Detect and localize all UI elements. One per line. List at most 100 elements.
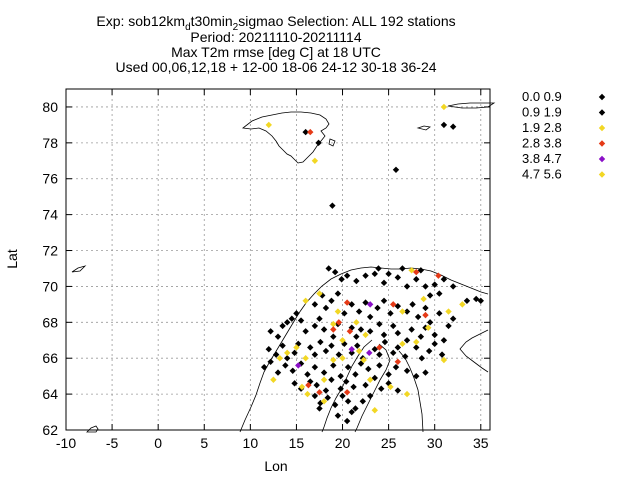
station-point bbox=[353, 333, 360, 340]
station-point bbox=[413, 344, 420, 351]
station-point bbox=[440, 337, 448, 344]
station-point bbox=[288, 315, 296, 322]
station-point bbox=[385, 270, 392, 278]
grid-lines bbox=[66, 89, 490, 430]
station-point bbox=[402, 353, 409, 360]
station-point bbox=[298, 383, 306, 391]
station-point bbox=[265, 346, 272, 353]
station-point bbox=[413, 276, 420, 283]
station-point bbox=[316, 389, 323, 396]
station-point bbox=[322, 347, 330, 355]
station-point bbox=[328, 376, 335, 383]
legend-label: 1.9 2.8 bbox=[522, 120, 562, 135]
y-tick-label: 66 bbox=[42, 350, 58, 366]
station-point bbox=[436, 310, 443, 317]
station-point bbox=[320, 326, 328, 333]
plot-border bbox=[65, 88, 491, 431]
station-point bbox=[320, 376, 328, 383]
chart-title-line-3: Max T2m rmse [deg C] at 18 UTC bbox=[171, 44, 381, 60]
station-point bbox=[343, 417, 351, 425]
station-point bbox=[440, 276, 448, 283]
station-point bbox=[371, 270, 378, 278]
station-point bbox=[352, 405, 359, 412]
coastline-map bbox=[71, 102, 496, 433]
station-point bbox=[362, 299, 369, 306]
x-tick-label: 10 bbox=[243, 435, 259, 451]
legend-label: 3.8 4.7 bbox=[522, 151, 562, 166]
x-tick-label: 0 bbox=[154, 435, 162, 451]
station-point bbox=[313, 381, 320, 389]
station-point bbox=[394, 344, 402, 351]
station-point bbox=[422, 304, 429, 312]
x-axis-label: Lon bbox=[264, 458, 287, 474]
station-point bbox=[376, 320, 383, 328]
station-point bbox=[272, 351, 280, 358]
station-point bbox=[360, 356, 367, 364]
station-point bbox=[366, 328, 374, 335]
station-point bbox=[339, 355, 346, 362]
station-point bbox=[274, 333, 282, 340]
station-point bbox=[341, 310, 348, 317]
station-point bbox=[394, 274, 402, 281]
x-tick-label: 25 bbox=[381, 435, 397, 451]
station-point bbox=[414, 313, 422, 321]
station-point bbox=[438, 351, 446, 358]
station-point bbox=[375, 265, 382, 272]
station-point bbox=[260, 363, 268, 371]
station-point bbox=[477, 297, 484, 304]
station-point bbox=[311, 363, 319, 371]
station-point bbox=[293, 344, 300, 351]
station-point bbox=[302, 128, 309, 136]
station-point bbox=[355, 308, 363, 315]
station-point bbox=[279, 322, 286, 330]
station-point bbox=[418, 355, 425, 362]
station-point bbox=[459, 301, 466, 308]
station-point bbox=[331, 401, 339, 409]
station-point bbox=[307, 344, 314, 351]
station-point bbox=[431, 331, 438, 339]
station-point bbox=[316, 290, 323, 297]
station-point bbox=[302, 355, 309, 362]
station-point bbox=[440, 356, 448, 364]
station-point bbox=[449, 123, 457, 130]
station-point bbox=[307, 128, 314, 136]
station-point bbox=[330, 362, 337, 369]
station-point bbox=[352, 371, 359, 378]
station-point bbox=[394, 358, 402, 365]
station-point bbox=[436, 290, 443, 297]
station-point bbox=[413, 372, 420, 380]
station-point bbox=[291, 380, 298, 387]
station-point bbox=[449, 315, 457, 322]
station-point bbox=[284, 349, 291, 357]
station-point bbox=[426, 319, 434, 326]
station-point bbox=[270, 376, 277, 383]
y-tick-label: 74 bbox=[42, 207, 58, 223]
y-tick-label: 78 bbox=[42, 135, 58, 151]
station-point bbox=[392, 166, 400, 173]
station-point bbox=[425, 324, 432, 331]
station-point bbox=[431, 281, 438, 288]
station-point bbox=[431, 340, 438, 348]
station-point bbox=[413, 338, 420, 346]
station-point bbox=[335, 351, 343, 358]
legend-marker bbox=[598, 155, 606, 163]
station-point bbox=[334, 412, 342, 419]
legend-marker bbox=[598, 93, 606, 101]
legend-marker bbox=[598, 171, 606, 178]
station-point bbox=[366, 349, 373, 357]
station-point bbox=[348, 349, 355, 357]
station-markers bbox=[260, 103, 484, 425]
legend-label: 0.9 1.9 bbox=[522, 105, 562, 120]
station-point bbox=[311, 301, 319, 308]
station-point bbox=[425, 347, 433, 355]
station-point bbox=[408, 326, 415, 333]
y-tick-label: 80 bbox=[42, 99, 58, 115]
station-point bbox=[394, 302, 402, 310]
station-point bbox=[320, 398, 328, 405]
station-point bbox=[365, 365, 372, 373]
y-axis-label: Lat bbox=[4, 249, 20, 269]
station-point bbox=[338, 276, 345, 283]
station-point bbox=[276, 355, 284, 362]
station-point bbox=[445, 322, 452, 330]
legend-label: 4.7 5.6 bbox=[522, 167, 562, 182]
